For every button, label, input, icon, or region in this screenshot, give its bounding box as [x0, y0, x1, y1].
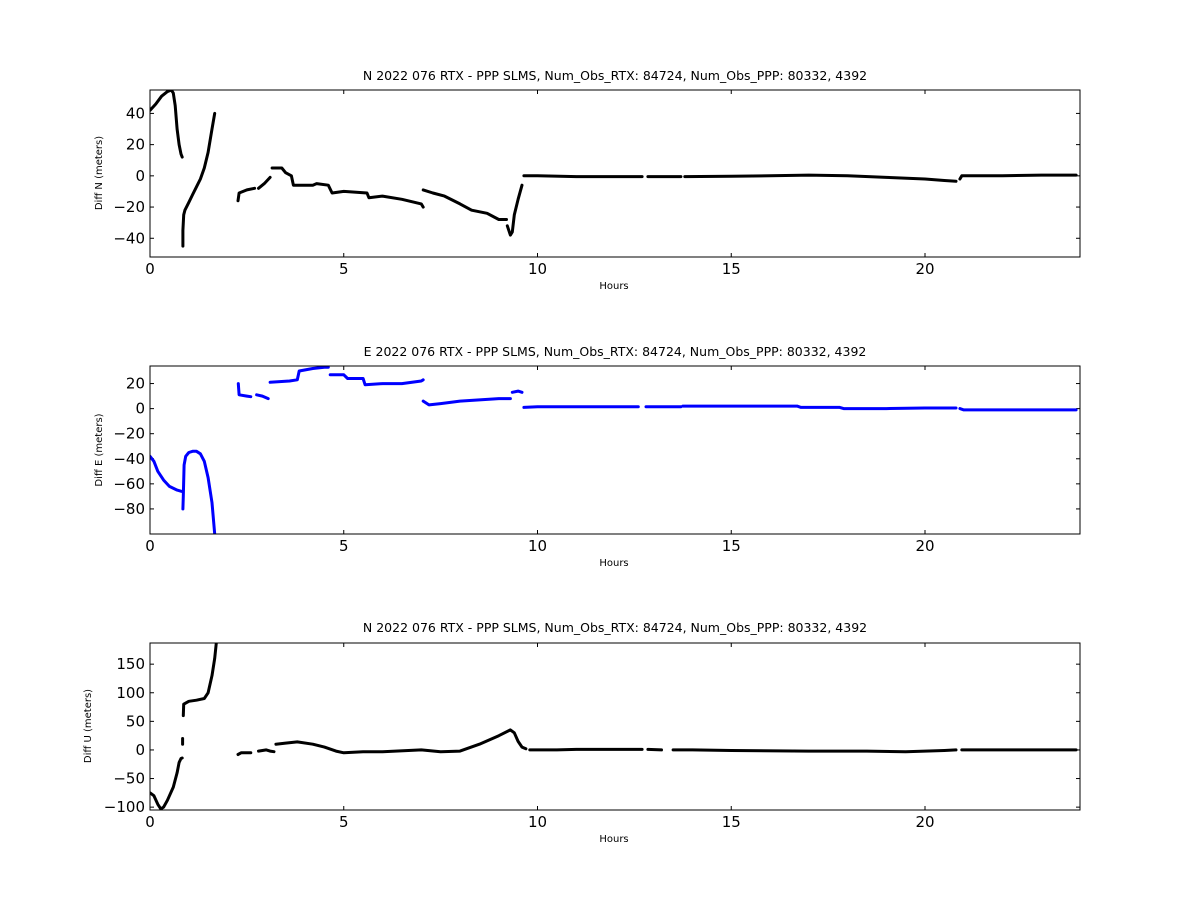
up-series-segment	[528, 747, 644, 752]
north-series-segment	[505, 183, 524, 237]
up-title: N 2022 076 RTX - PPP SLMS, Num_Obs_RTX: …	[363, 620, 867, 635]
east-series-segment	[236, 382, 253, 399]
north-series-segment	[958, 173, 1078, 181]
up-series-segment	[236, 751, 253, 756]
up-ytick-label: 150	[116, 655, 145, 673]
north-xtick-label: 15	[722, 260, 741, 278]
up-ylabel: Diff U (meters)	[83, 689, 94, 763]
panel-up: N 2022 076 RTX - PPP SLMS, Num_Obs_RTX: …	[83, 620, 1081, 845]
east-ytick-label: −20	[113, 425, 145, 443]
east-xtick-label: 5	[339, 537, 349, 555]
up-xlabel: Hours	[599, 834, 628, 845]
up-series-segment	[671, 748, 958, 754]
north-plot-frame	[149, 89, 1081, 258]
east-ylabel: Diff E (meters)	[94, 413, 105, 486]
up-ytick-label: −50	[113, 770, 145, 788]
up-ytick-label: 50	[126, 712, 145, 730]
north-series-segment	[181, 111, 217, 248]
east-series-segment	[522, 405, 640, 409]
up-series-segment	[150, 756, 184, 810]
east-series-segment	[421, 397, 512, 407]
up-series-segment	[646, 747, 663, 752]
east-ytick-label: −80	[113, 500, 145, 518]
east-title: E 2022 076 RTX - PPP SLMS, Num_Obs_RTX: …	[364, 344, 867, 359]
east-ytick-label: −40	[113, 450, 145, 468]
up-xtick-label: 15	[722, 813, 741, 831]
up-xtick-label: 20	[915, 813, 934, 831]
east-series-segment	[150, 454, 184, 493]
up-xtick-label: 10	[528, 813, 547, 831]
east-xtick-label: 10	[528, 537, 547, 555]
north-xtick-label: 10	[528, 260, 547, 278]
up-ytick-label: 0	[135, 741, 145, 759]
up-series-segment	[257, 748, 276, 754]
panel-east: E 2022 076 RTX - PPP SLMS, Num_Obs_RTX: …	[94, 344, 1081, 569]
east-ytick-label: −60	[113, 475, 145, 493]
east-series-segment	[268, 366, 330, 384]
up-plot-frame	[149, 642, 1081, 811]
north-xtick-label: 5	[339, 260, 349, 278]
north-series-segment	[522, 174, 644, 179]
north-ytick-label: −20	[113, 198, 145, 216]
east-series-segment	[181, 449, 217, 534]
north-series-segment	[236, 186, 257, 203]
up-xtick-label: 0	[145, 813, 155, 831]
north-xlabel: Hours	[599, 281, 628, 292]
up-ytick-label: −100	[104, 798, 145, 816]
north-xtick-label: 0	[145, 260, 155, 278]
east-xtick-label: 15	[722, 537, 741, 555]
up-xtick-label: 5	[339, 813, 349, 831]
up-series-segment	[181, 643, 218, 718]
panel-north: N 2022 076 RTX - PPP SLMS, Num_Obs_RTX: …	[94, 68, 1081, 292]
east-series-segment	[510, 389, 524, 394]
north-title: N 2022 076 RTX - PPP SLMS, Num_Obs_RTX: …	[363, 68, 867, 83]
east-ytick-label: 0	[135, 400, 145, 418]
north-ytick-label: 40	[126, 104, 145, 122]
north-series-segment	[421, 188, 508, 221]
north-xtick-label: 20	[915, 260, 934, 278]
east-series-segment	[958, 407, 1078, 412]
north-series-segment	[683, 173, 958, 183]
east-ytick-label: 20	[126, 375, 145, 393]
north-series-segment	[150, 90, 184, 159]
up-series-segment	[274, 728, 528, 755]
north-series-segment	[270, 166, 425, 209]
east-xlabel: Hours	[599, 558, 628, 569]
east-plot-frame	[149, 365, 1081, 535]
east-xtick-label: 0	[145, 537, 155, 555]
north-series-segment	[257, 175, 272, 190]
east-series-segment	[328, 373, 425, 387]
north-ytick-label: 0	[135, 167, 145, 185]
north-ytick-label: 20	[126, 136, 145, 154]
north-ytick-label: −40	[113, 229, 145, 247]
east-series-segment	[681, 404, 958, 411]
east-xtick-label: 20	[915, 537, 934, 555]
up-ytick-label: 100	[116, 684, 145, 702]
east-series-segment	[255, 393, 270, 401]
north-ylabel: Diff N (meters)	[94, 136, 105, 210]
